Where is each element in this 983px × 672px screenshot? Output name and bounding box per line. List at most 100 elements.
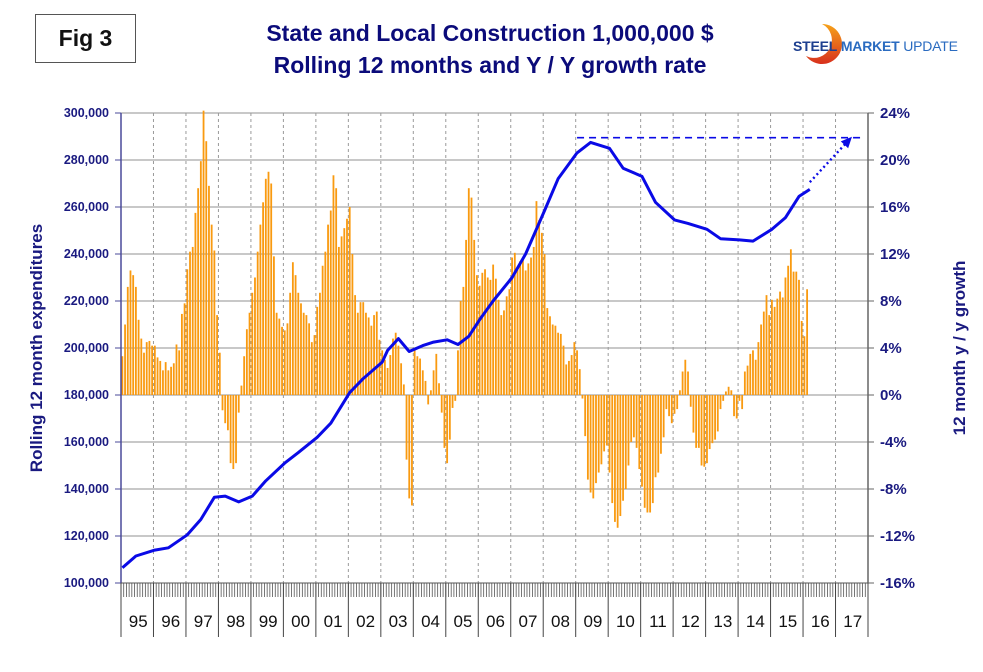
growth-bar [757,342,760,395]
growth-bar [240,385,243,395]
growth-bar [435,353,438,395]
growth-bar [416,356,419,395]
growth-bar [438,383,440,395]
growth-bar [635,395,638,448]
y-right-tick-label: 0% [880,387,902,404]
growth-bar [746,365,749,395]
growth-bar [405,395,408,460]
y-right-tick-label: 20% [880,152,910,169]
x-tick-label: 03 [389,612,408,631]
chart-subtitle: Rolling 12 months and Y / Y growth rate [273,52,707,78]
growth-bar [167,370,170,395]
growth-bar [281,326,283,395]
growth-bar [278,318,281,395]
y-right-tick-label: -16% [880,575,915,592]
growth-bar [356,312,359,395]
x-tick-label: 95 [129,612,148,631]
growth-bar [492,264,495,395]
projection-dotted-arrow [808,138,851,184]
growth-bar [768,315,771,395]
y-right-tick-label: 24% [880,105,910,122]
axes [115,112,874,637]
growth-bar [427,395,430,405]
growth-bar [703,395,706,467]
growth-bar [603,395,606,452]
growth-bar [308,323,311,395]
x-tick-label: 96 [161,612,180,631]
growth-bar [678,390,681,395]
growth-bar [651,395,654,504]
growth-bar [692,395,695,433]
growth-bar [681,371,684,395]
growth-bar [689,395,692,407]
growth-bar [494,278,497,395]
growth-bar [151,345,154,395]
growth-bar [216,315,218,395]
growth-bar [773,306,776,395]
growth-bar [478,285,481,395]
growth-bar [803,336,806,395]
growth-bar [735,395,738,419]
growth-bar [540,232,543,395]
chart-title: State and Local Construction 1,000,000 $ [266,20,714,46]
growth-bar [532,246,535,395]
growth-bar [549,316,551,395]
growth-bar [370,325,373,395]
growth-bar [508,289,511,395]
growth-bar [511,257,513,395]
growth-bar [806,289,809,395]
growth-bar [543,254,546,395]
growth-bar [413,348,416,395]
growth-bar [354,295,357,395]
growth-bar [559,333,562,395]
growth-bar [267,171,270,395]
growth-bar [562,345,565,395]
growth-bar [538,219,541,395]
growth-bar [530,257,532,395]
growth-bar [337,246,340,395]
growth-bar [286,323,289,395]
growth-bar [557,332,560,395]
growth-bar [218,352,221,395]
growth-bar [402,384,405,395]
growth-bar [175,344,178,395]
growth-bar [194,212,197,395]
growth-bar [649,395,652,513]
growth-bar [473,239,476,395]
logo-word-steel: STEEL [793,38,838,54]
growth-bar [605,395,608,446]
growth-bar [202,110,205,396]
growth-bar [497,299,500,395]
y-right-tick-label: 8% [880,293,902,310]
growth-bar [446,395,449,464]
growth-bar [221,395,224,411]
y-left-tick-label: 140,000 [64,482,109,496]
annotations [577,136,862,184]
growth-bar [183,303,186,395]
y-left-tick-label: 100,000 [64,576,109,590]
growth-bar [237,395,240,413]
growth-bar [624,395,627,489]
growth-bar [503,310,505,395]
growth-bar [327,224,329,395]
growth-bar [273,256,275,395]
growth-bar [600,395,603,465]
growth-bar [424,380,427,395]
growth-bar [448,395,451,440]
growth-bar [516,269,519,395]
y-left-tick-label: 240,000 [64,247,109,261]
growth-bar [359,302,362,395]
growth-bar [551,324,554,395]
growth-bar [375,311,378,395]
growth-bar [394,332,397,395]
expenditure-line [121,140,811,569]
growth-bar [208,185,210,395]
growth-bar [137,319,140,395]
growth-bar [484,269,486,395]
growth-bar [687,371,689,395]
growth-bar [275,312,278,395]
y-axis-left-title: Rolling 12 month expenditures [27,224,46,472]
growth-bar [346,218,348,395]
growth-bar [798,279,800,395]
